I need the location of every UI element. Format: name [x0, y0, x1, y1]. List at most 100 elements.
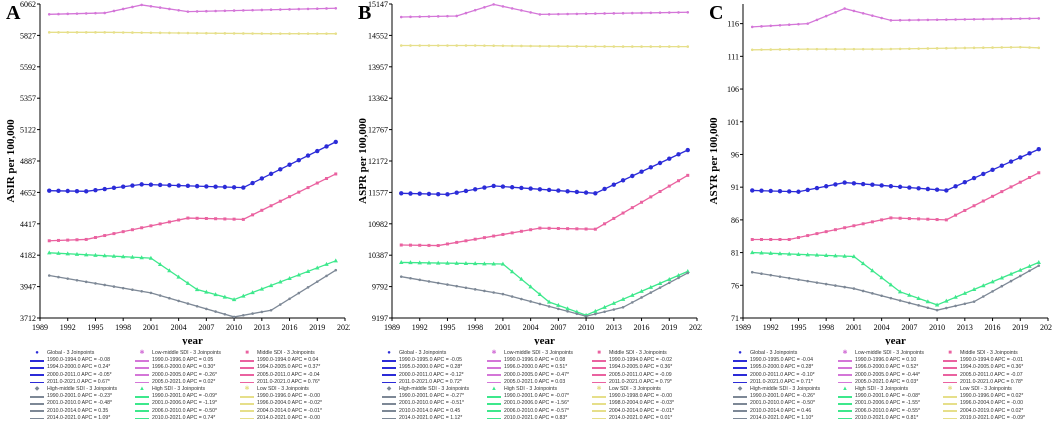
data-point	[834, 284, 837, 287]
data-point	[297, 32, 301, 35]
legend-group: ◆ High-middle SDI - 3 Joinpoints 1990.0-20…	[382, 386, 487, 422]
y-tick-label: 9197	[372, 314, 388, 323]
line-swatch	[943, 417, 957, 420]
data-point	[288, 8, 291, 11]
marker-icon: ✱	[596, 386, 602, 392]
data-point	[759, 250, 764, 255]
data-point	[769, 24, 773, 28]
legend-entry-text: 1990.0-1994.0 APC = -0.02	[609, 357, 673, 364]
marker-icon: ◆	[386, 386, 392, 392]
legend-entry-text: 2001.0-2006.0 APC = -1.55*	[855, 400, 921, 407]
data-point	[94, 282, 97, 285]
data-point	[603, 222, 607, 226]
legend-entry-text: 2001.0-2010.0 APC = -0.50*	[750, 400, 816, 407]
legend-entry: 1990.0-2001.0 APC = -0.27*	[382, 393, 487, 400]
data-point	[279, 32, 282, 35]
data-point	[131, 288, 134, 292]
legend-title-text: High SDI - 3 Joinpoints	[504, 386, 558, 392]
data-point	[102, 186, 107, 192]
legend-entry-text: 2010.0-2021.0 APC = 0.74*	[152, 414, 216, 421]
chart-svg: 3712 3947 4182 4417 4652 4887 5122 5357 5592 5827…	[5, 0, 350, 345]
data-point	[223, 217, 227, 221]
data-point	[510, 231, 514, 235]
legend-group: ✱ Low-middle SDI - 3 Joinpoints 1990.0-199…	[838, 350, 943, 386]
data-point	[612, 216, 616, 220]
data-point	[47, 12, 51, 16]
data-point	[972, 17, 976, 21]
line-swatch	[838, 395, 852, 398]
data-point	[519, 229, 523, 233]
legend-entry-text: 2005.0-2021.0 APC = 0.03	[504, 378, 566, 385]
y-tick-label: 12172	[368, 157, 388, 166]
data-point	[305, 268, 311, 273]
data-point	[176, 183, 181, 188]
legend-entry: 1996.0-2004.0 APC = -0.02*	[240, 400, 345, 407]
data-point	[102, 253, 107, 258]
data-point	[120, 184, 126, 189]
data-point	[640, 200, 644, 204]
data-point	[612, 45, 616, 48]
legend-entry-text: 2004.0-2014.0 APC = -0.01*	[609, 407, 675, 414]
legend-entry: 2005.0-2021.0 APC = 0.03*	[838, 379, 943, 386]
data-point	[667, 276, 672, 281]
data-point	[991, 46, 994, 49]
data-point	[472, 261, 478, 266]
data-point	[47, 239, 51, 243]
legend-entry: 1990.0-1996.0 APC = 0.05	[135, 357, 240, 364]
data-point	[1028, 175, 1032, 179]
legend-entry: 1990.0-2001.0 APC = -0.07*	[487, 393, 592, 400]
data-point	[334, 268, 338, 272]
x-tick-label: 2001	[846, 323, 862, 332]
data-point	[556, 188, 561, 193]
data-point	[805, 187, 810, 193]
legend-entry: 2001.0-2010.0 APC = -0.50*	[733, 400, 838, 407]
marker-icon: ✱	[139, 350, 145, 356]
data-point	[251, 8, 254, 12]
legend-entry: 2010.0-2021.0 APC = 0.83*	[487, 415, 592, 422]
data-point	[473, 237, 477, 241]
data-point	[1018, 45, 1022, 49]
data-point	[455, 284, 458, 288]
data-point	[777, 251, 783, 256]
data-point	[815, 18, 819, 22]
legend-title-text: High-middle SDI - 3 Joinpoints	[47, 386, 118, 392]
data-point	[842, 253, 847, 258]
legend-entry-text: 2014.0-2021.0 APC = 0.01*	[609, 414, 673, 421]
data-point	[594, 45, 597, 48]
legend-entry-text: 2005.0-2021.0 APC = 0.02*	[152, 378, 216, 385]
legend-entry: 2004.0-2014.0 APC = -0.01*	[240, 408, 345, 415]
data-point	[1009, 17, 1013, 21]
data-point	[157, 262, 163, 267]
data-point	[611, 182, 617, 187]
legend-entry-text: 2004.0-2019.0 APC = 0.02*	[960, 407, 1024, 414]
data-point	[575, 312, 579, 316]
legend-entry-text: 1995.0-2000.0 APC = 0.28*	[399, 364, 463, 371]
data-point	[529, 11, 532, 14]
y-axis-label: ASIR per 100,000	[5, 119, 17, 203]
data-point	[231, 297, 237, 302]
legend-entry: 2004.0-2019.0 APC = 0.02*	[943, 408, 1048, 415]
data-point	[93, 252, 98, 257]
data-point	[972, 204, 976, 208]
data-point	[482, 236, 486, 240]
data-point	[492, 3, 495, 6]
legend-entry: 2001.0-2010.0 APC = -0.48*	[30, 400, 135, 407]
series-2	[750, 264, 1041, 312]
data-point	[686, 45, 690, 48]
line-swatch	[487, 367, 501, 369]
data-point	[908, 47, 911, 51]
data-point	[94, 11, 97, 15]
data-point	[1000, 190, 1004, 194]
data-point	[750, 188, 755, 193]
data-point	[492, 234, 496, 238]
series-line	[752, 7, 1039, 28]
data-point	[823, 253, 829, 258]
data-point	[278, 167, 283, 172]
data-point	[557, 307, 560, 311]
data-point	[334, 6, 338, 10]
data-point	[796, 189, 801, 194]
x-tick-label: 1998	[115, 323, 131, 332]
data-point	[842, 180, 847, 185]
data-point	[288, 297, 291, 301]
data-point	[75, 31, 79, 34]
